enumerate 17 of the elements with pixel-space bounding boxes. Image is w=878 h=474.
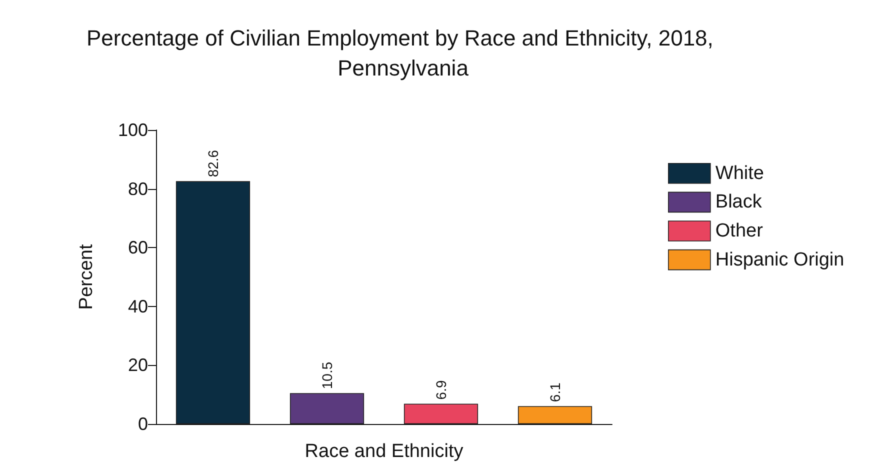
y-tick-label: 0 [138,414,148,434]
data-label: 6.1 [547,382,563,402]
legend-label: White [715,162,764,184]
y-axis-title: Percent [76,244,97,310]
y-tick-label: 20 [128,355,148,376]
data-label: 6.9 [433,380,449,400]
y-tick-label: 80 [128,178,148,199]
y-tick-label: 100 [118,120,148,140]
chart-title: Percentage of Civilian Employment by Race and Ethnicity, 2018, Pennsylvania [86,26,720,80]
legend-label: Black [715,192,762,213]
x-axis-title: Race and Ethnicity [304,441,464,462]
legend-label: Other [715,220,764,242]
data-label: 10.5 [319,362,335,390]
y-tick-label: 40 [128,296,148,316]
data-label: 82.6 [205,150,221,178]
legend-label: Hispanic Origin [715,249,844,270]
y-tick-label: 60 [128,238,148,258]
